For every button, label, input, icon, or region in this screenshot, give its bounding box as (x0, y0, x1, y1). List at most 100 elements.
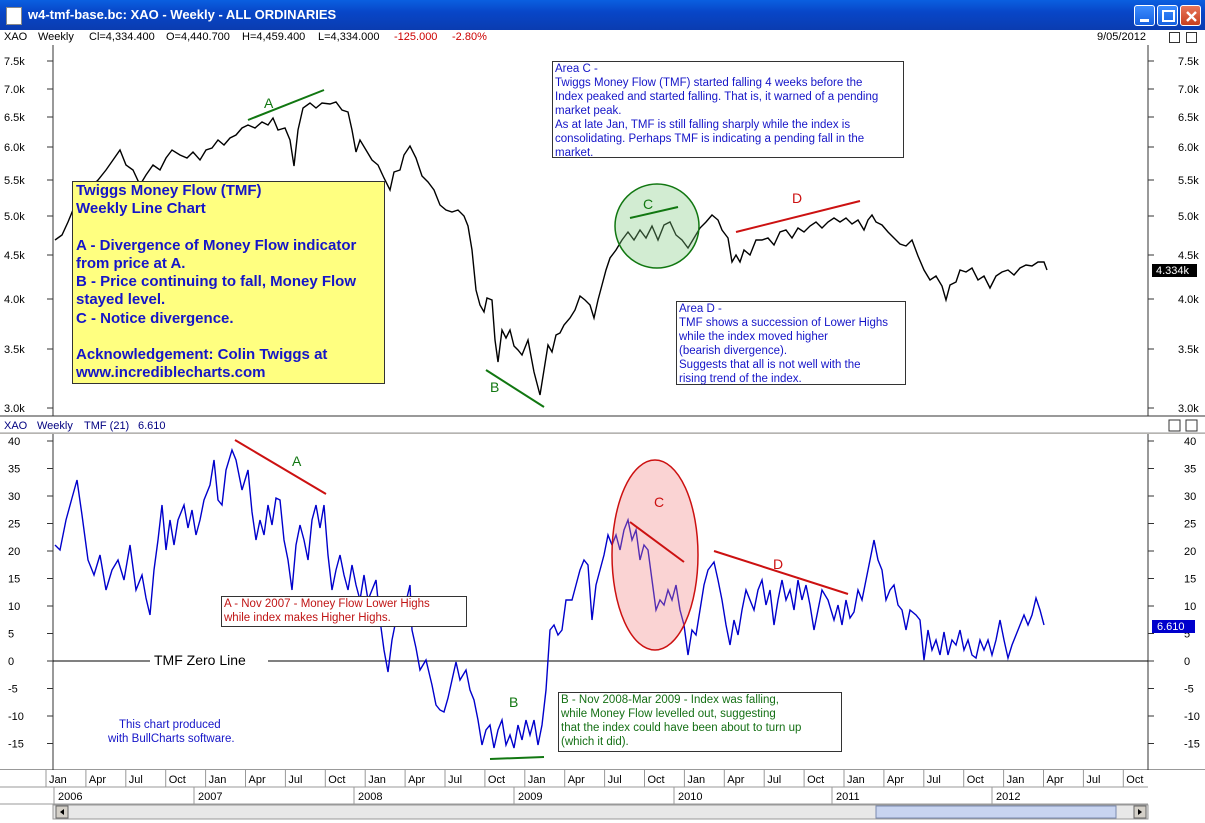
x-month-label: Apr (887, 774, 904, 786)
note-b-line-3: that the index could have been about to … (561, 722, 802, 734)
note-area-d: Area D - TMF shows a succession of Lower… (676, 301, 906, 385)
trendline-b-price (485, 369, 545, 408)
price-axis: 7.5k 7.5k 7.0k 7.0k 6.5k 6.5k 6.0k 6.0k 5.5k 5.5k… (4, 56, 1199, 415)
price-change-pct: -2.80% (452, 31, 487, 43)
tmf-tick-right: 30 (1184, 491, 1196, 503)
price-symbol: XAO (4, 31, 28, 43)
marker-c-tmf: C (654, 494, 664, 510)
note-d-line-5: Suggests that all is not well with the (679, 359, 861, 371)
x-month-label: Jul (288, 774, 302, 786)
price-tick-left: 7.0k (4, 84, 25, 96)
panel-restore-button[interactable] (1169, 32, 1180, 43)
price-close: Cl=4,334.400 (89, 31, 155, 43)
tmf-tick-left: 20 (8, 546, 20, 558)
info-line-7: C - Notice divergence. (76, 309, 234, 327)
marker-d-price: D (792, 190, 802, 206)
x-year-label: 2007 (198, 791, 222, 803)
scroll-thumb[interactable] (875, 805, 1117, 819)
info-line-2: Weekly Line Chart (76, 200, 206, 218)
x-month-label: Apr (89, 774, 106, 786)
info-line-9: www.incrediblecharts.com (76, 364, 266, 382)
marker-d-tmf: D (773, 556, 783, 572)
price-last-label: 4.334k (1156, 265, 1190, 277)
tmf-panel-restore-button[interactable] (1168, 419, 1181, 432)
note-c-line-7: market. (555, 147, 594, 159)
x-year-label: 2011 (836, 791, 860, 803)
x-month-label: Jan (528, 774, 546, 786)
marker-a-tmf: A (292, 453, 302, 469)
price-tick-left: 3.0k (4, 403, 25, 415)
minimize-button[interactable] (1134, 5, 1155, 26)
x-month-label: Apr (568, 774, 585, 786)
x-month-label: Jan (687, 774, 705, 786)
minimize-icon (1140, 19, 1149, 22)
info-line-1: Twiggs Money Flow (TMF) (76, 182, 262, 199)
x-month-label: Apr (1047, 774, 1064, 786)
trendline-d-tmf (713, 550, 849, 595)
tmf-tick-right: 5 (1184, 629, 1190, 641)
ellipse-c-tmf (611, 459, 699, 651)
x-year-label: 2010 (678, 791, 702, 803)
price-change: -125.000 (394, 31, 438, 43)
x-month-label: Apr (408, 774, 425, 786)
x-month-label: Apr (727, 774, 744, 786)
panel-close-button[interactable] (1186, 32, 1197, 43)
tmf-last-label: 6.610 (1157, 621, 1185, 633)
x-month-label: Oct (169, 774, 186, 786)
tmf-panel-close-button[interactable] (1185, 419, 1198, 432)
tmf-tick-right: 35 (1184, 464, 1196, 476)
price-tick-right: 4.5k (1178, 250, 1199, 262)
price-tick-left: 5.0k (4, 211, 25, 223)
trendline-b-tmf (489, 756, 545, 760)
trendline-a-tmf (234, 439, 327, 495)
note-c-line-3: Index peaked and started falling. That i… (555, 91, 879, 103)
x-month-label: Jan (847, 774, 865, 786)
window-title: w4-tmf-base.bc: XAO - Weekly - ALL ORDIN… (28, 7, 337, 22)
marker-c-price: C (643, 196, 653, 212)
app-icon (6, 7, 22, 25)
tmf-tick-right: -5 (1184, 684, 1194, 696)
price-tick-left: 7.5k (4, 56, 25, 68)
tmf-tick-right: -15 (1184, 739, 1200, 751)
price-date: 9/05/2012 (1097, 31, 1146, 43)
x-year-label: 2009 (518, 791, 542, 803)
info-line-3: A - Divergence of Money Flow indicator (76, 236, 357, 254)
scroll-left-icon (60, 809, 64, 815)
trendline-d-price (735, 200, 861, 233)
credit-line-1: This chart produced (119, 719, 221, 731)
tmf-tick-left: 30 (8, 491, 20, 503)
x-month-label: Jul (608, 774, 622, 786)
x-month-label: Jul (448, 774, 462, 786)
x-year-label: 2012 (996, 791, 1020, 803)
horizontal-scrollbar[interactable] (52, 804, 1149, 820)
price-interval: Weekly (38, 31, 74, 43)
x-month-label: Jul (129, 774, 143, 786)
price-tick-left: 4.0k (4, 294, 25, 306)
credit-line-2: with BullCharts software. (107, 733, 235, 745)
price-tick-right: 5.5k (1178, 175, 1199, 187)
info-line-6: stayed level. (76, 291, 166, 309)
tmf-last-badge (1152, 620, 1195, 633)
info-line-4: from price at A. (76, 254, 186, 272)
info-line-5: B - Price continuing to fall, Money Flow (76, 273, 357, 291)
circle-c-price (614, 183, 700, 269)
tmf-tick-right: -10 (1184, 711, 1200, 723)
note-b-line-1: B - Nov 2008-Mar 2009 - Index was fallin… (561, 694, 779, 706)
price-tick-right: 6.5k (1178, 112, 1199, 124)
maximize-icon (1162, 10, 1175, 22)
tmf-tick-right: 10 (1184, 601, 1196, 613)
x-month-label: Apr (249, 774, 266, 786)
maximize-button[interactable] (1157, 5, 1178, 26)
x-month-label: Oct (328, 774, 345, 786)
note-a-line-2: while index makes Higher Highs. (224, 612, 391, 624)
price-last-badge (1152, 264, 1197, 277)
close-button[interactable] (1180, 5, 1201, 26)
note-d-line-3: while the index moved higher (679, 331, 828, 343)
marker-b-tmf: B (509, 694, 518, 710)
title-bar: w4-tmf-base.bc: XAO - Weekly - ALL ORDIN… (0, 0, 1205, 30)
note-a-line-1: A - Nov 2007 - Money Flow Lower Highs (224, 598, 430, 610)
x-month-label: Jul (927, 774, 941, 786)
x-month-label: Oct (488, 774, 505, 786)
price-low: L=4,334.000 (318, 31, 380, 43)
price-tick-right: 7.0k (1178, 84, 1199, 96)
